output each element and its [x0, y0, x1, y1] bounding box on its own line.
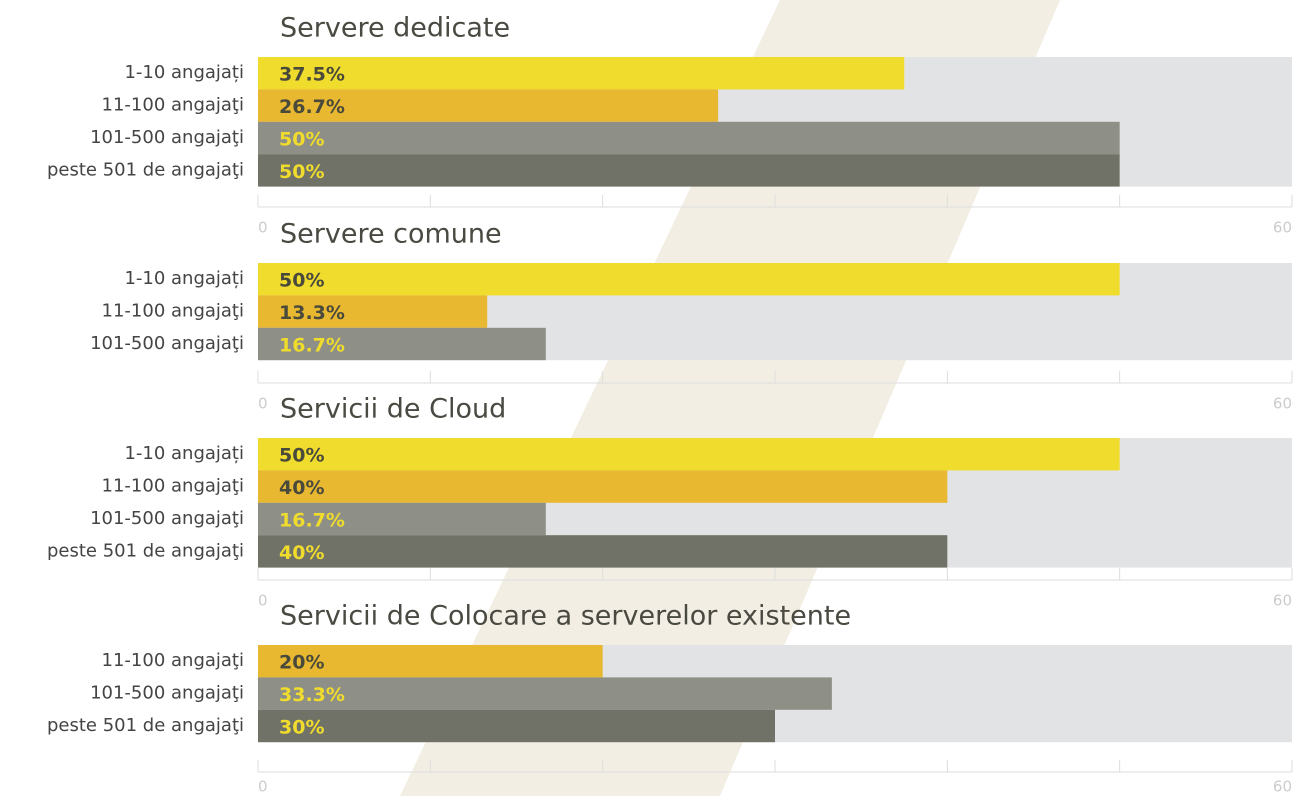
bar [258, 154, 1120, 187]
category-label: 101-500 angajaţi [90, 127, 244, 148]
value-label: 26.7% [279, 96, 345, 118]
bar [258, 535, 948, 568]
x-tick-label: 0 [258, 395, 268, 413]
value-label: 50% [279, 270, 324, 292]
category-label: 1-10 angajați [124, 268, 244, 289]
category-label: 101-500 angajaţi [90, 683, 244, 704]
value-label: 50% [279, 161, 324, 183]
x-tick-label: 0 [258, 778, 268, 796]
category-label: 11-100 angajaţi [102, 301, 244, 322]
bar [258, 57, 905, 90]
value-label: 13.3% [279, 302, 345, 324]
value-label: 50% [279, 445, 324, 467]
bar [258, 645, 603, 678]
category-label: 11-100 angajaţi [102, 476, 244, 497]
background-stripe [400, 0, 1060, 796]
category-label: 1-10 angajați [124, 62, 244, 83]
category-label: 101-500 angajaţi [90, 508, 244, 529]
bar [258, 89, 719, 122]
x-tick-label: 60 [1273, 395, 1292, 413]
chart-title: Servere dedicate [280, 13, 510, 44]
value-label: 16.7% [279, 335, 345, 357]
x-tick-label: 60 [1273, 219, 1292, 237]
value-label: 30% [279, 717, 324, 739]
chart-title: Servicii de Cloud [280, 394, 506, 425]
x-tick-label: 60 [1273, 778, 1292, 796]
value-label: 20% [279, 652, 324, 674]
value-label: 16.7% [279, 510, 345, 532]
value-label: 40% [279, 477, 324, 499]
chart-title: Servere comune [280, 219, 502, 250]
value-label: 37.5% [279, 64, 345, 86]
bar [258, 295, 488, 328]
bar [258, 709, 775, 743]
bar [258, 263, 1120, 296]
value-label: 33.3% [279, 684, 345, 706]
category-label: 101-500 angajaţi [90, 333, 244, 354]
category-label: 11-100 angajaţi [102, 650, 244, 671]
value-label: 40% [279, 542, 324, 564]
x-tick-label: 0 [258, 592, 268, 610]
category-label: 11-100 angajaţi [102, 95, 244, 116]
category-label: peste 501 de angajaţi [47, 159, 244, 180]
category-label: 1-10 angajați [124, 443, 244, 464]
bar [258, 121, 1120, 155]
bar [258, 502, 546, 536]
chart-title: Servicii de Colocare a serverelor existe… [280, 601, 851, 632]
bar [258, 470, 948, 503]
bar [258, 327, 546, 361]
x-tick-label: 60 [1273, 592, 1292, 610]
category-label: peste 501 de angajaţi [47, 540, 244, 561]
bar [258, 438, 1120, 471]
bar [258, 677, 832, 710]
value-label: 50% [279, 129, 324, 151]
category-label: peste 501 de angajaţi [47, 715, 244, 736]
x-tick-label: 0 [258, 219, 268, 237]
